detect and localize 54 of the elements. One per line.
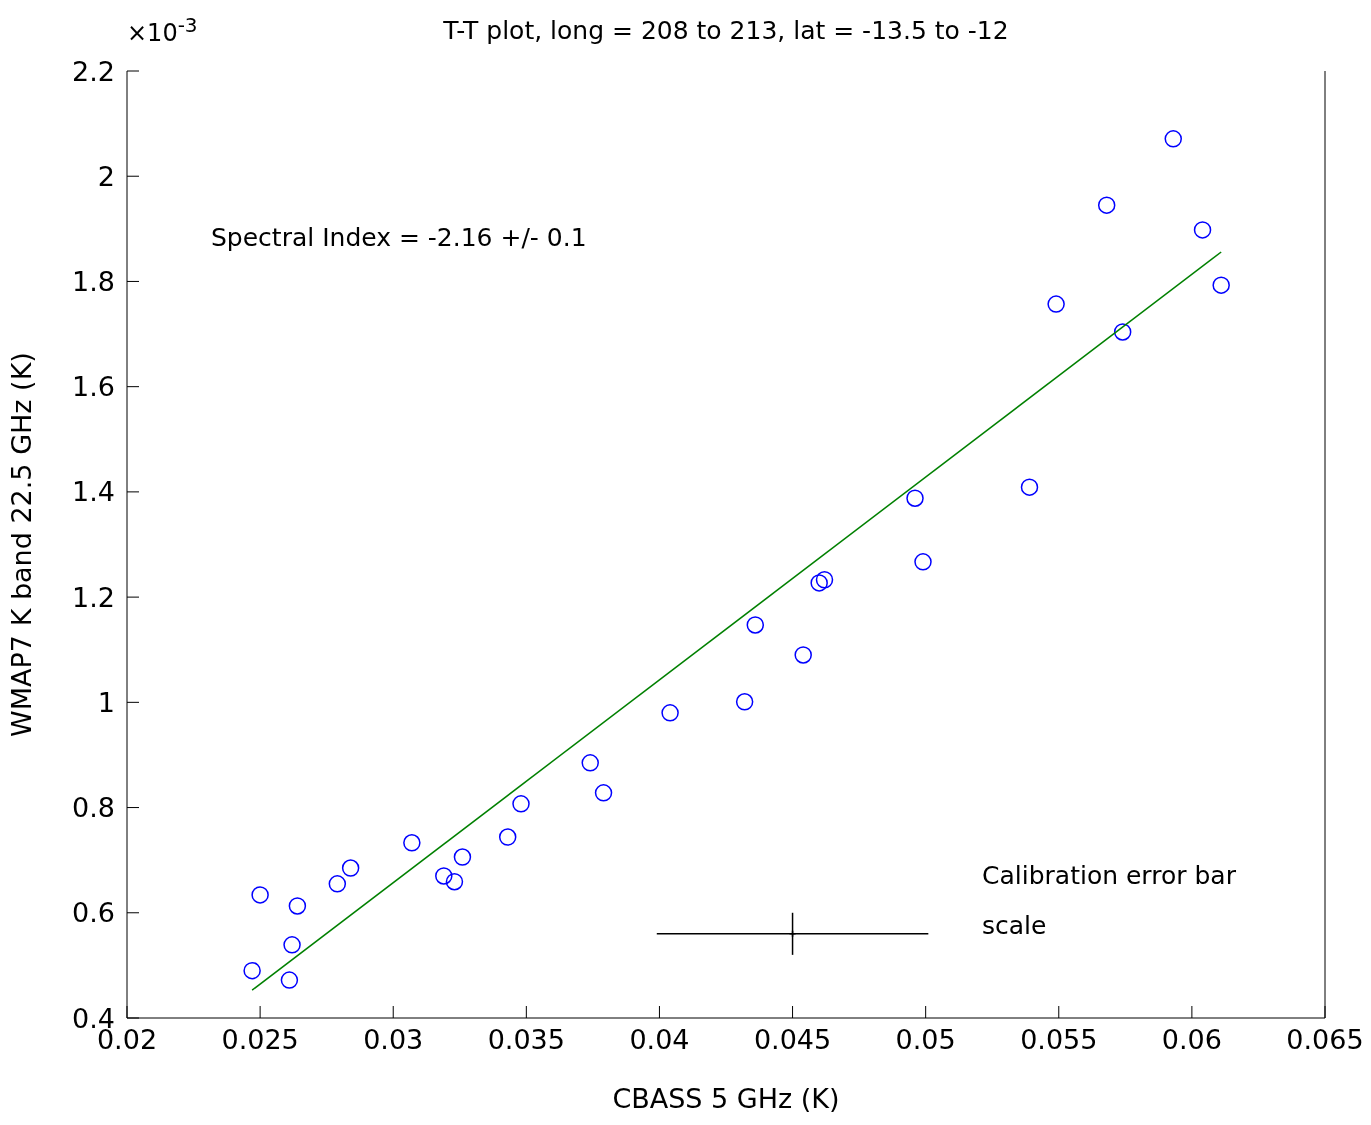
point: [815, 571, 834, 589]
y-tick-label: 1.2: [72, 581, 115, 613]
x-tick-label: 0.065: [1286, 1024, 1364, 1056]
y-tick-label: 1.4: [72, 476, 115, 508]
point: [288, 897, 307, 915]
point: [661, 704, 679, 722]
x-tick-label: 0.045: [753, 1024, 832, 1056]
point: [341, 859, 360, 877]
point: [251, 886, 269, 904]
x-tick-label: 0.05: [895, 1024, 956, 1056]
chart-title: T-T plot, long = 208 to 213, lat = -13.5 to -12: [443, 16, 1009, 45]
point: [594, 784, 613, 802]
text: ×10$^{-3}$: [127, 13, 198, 47]
y-axis-title: WMAP7 K band 22.5 GHz (K): [5, 352, 37, 737]
point: [453, 848, 472, 866]
point: [914, 553, 932, 571]
point: [283, 936, 301, 954]
x-tick-label: 0.025: [221, 1024, 299, 1056]
point: [1212, 276, 1230, 294]
annotation: Spectral Index = -2.16 +/- 0.1: [211, 223, 587, 252]
x-tick-label: 0.04: [629, 1024, 690, 1056]
x-tick-label: 0.06: [1161, 1024, 1222, 1056]
point: [403, 834, 421, 852]
point: [906, 489, 924, 507]
point: [498, 828, 517, 846]
point: [1113, 323, 1132, 341]
point: [1193, 221, 1212, 239]
point: [243, 961, 261, 980]
point: [512, 795, 530, 813]
point: [810, 574, 828, 592]
point: [794, 646, 812, 664]
point: [1020, 478, 1039, 496]
x-tick-label: 0.055: [1020, 1024, 1098, 1056]
point: [746, 616, 765, 634]
x-tick-label: 0.035: [487, 1024, 565, 1056]
point: [1097, 196, 1116, 214]
y-tick-label: 2.2: [72, 55, 115, 87]
point: [1047, 295, 1065, 313]
point: [735, 693, 754, 711]
point: [581, 754, 599, 772]
y-tick-label: 0.6: [72, 897, 115, 929]
y-tick-label: 2: [97, 160, 115, 192]
point: [328, 875, 347, 893]
point: [445, 872, 464, 891]
point: [280, 971, 299, 989]
x-tick-label: 0.03: [363, 1024, 424, 1056]
point: [1164, 130, 1182, 148]
y-tick-label: 0.8: [72, 792, 115, 824]
point: [435, 867, 453, 885]
annotation: Calibration error bar scale: [982, 860, 1237, 942]
x-axis-title: CBASS 5 GHz (K): [612, 1083, 840, 1114]
y-tick-label: 1.6: [72, 371, 115, 403]
y-tick-label: 1.8: [72, 266, 115, 298]
y-tick-label: 1: [97, 686, 115, 718]
